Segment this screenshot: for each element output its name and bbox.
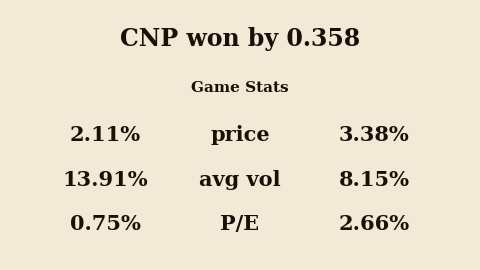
Text: avg vol: avg vol [199, 170, 281, 190]
Text: price: price [210, 125, 270, 145]
Text: 2.66%: 2.66% [339, 214, 410, 234]
Text: Game Stats: Game Stats [191, 81, 289, 95]
Text: P/E: P/E [220, 214, 260, 234]
Text: 13.91%: 13.91% [63, 170, 148, 190]
Text: 3.38%: 3.38% [339, 125, 410, 145]
Text: 0.75%: 0.75% [70, 214, 141, 234]
Text: 2.11%: 2.11% [70, 125, 141, 145]
Text: CNP won by 0.358: CNP won by 0.358 [120, 27, 360, 51]
Text: 8.15%: 8.15% [339, 170, 410, 190]
